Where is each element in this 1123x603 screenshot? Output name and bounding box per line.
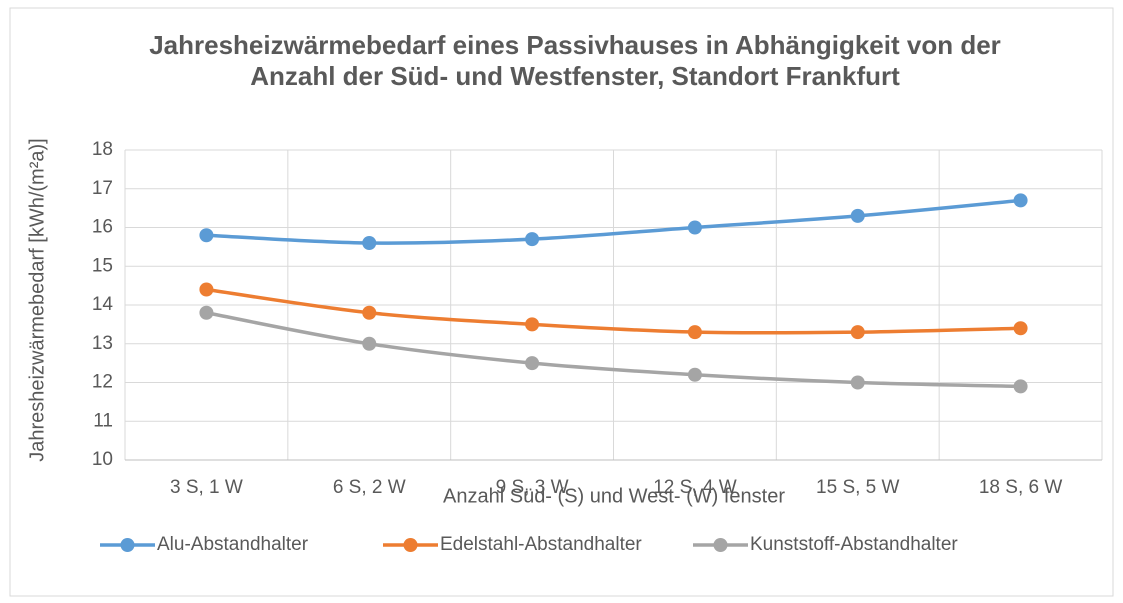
legend-marker — [713, 538, 728, 552]
series-line — [206, 287, 1021, 335]
chart-frame — [9, 7, 1114, 597]
y-tick-label: 10 — [92, 449, 113, 470]
legend-marker — [120, 538, 135, 552]
data-point — [525, 317, 540, 332]
y-tick-label: 13 — [92, 333, 113, 354]
y-tick-label: 11 — [93, 410, 113, 431]
data-point — [850, 375, 865, 390]
data-point — [1013, 379, 1028, 394]
x-tick-label: 6 S, 2 W — [333, 477, 406, 498]
data-point — [525, 232, 540, 247]
x-tick-label: 18 S, 6 W — [979, 477, 1062, 498]
data-point — [362, 236, 377, 250]
y-tick-label: 17 — [92, 178, 113, 199]
data-point — [525, 356, 540, 371]
series-line — [206, 198, 1021, 245]
y-tick-label: 12 — [92, 372, 113, 393]
y-tick-label: 14 — [92, 294, 114, 315]
legend-label: Kunststoff-Abstandhalter — [750, 534, 958, 555]
data-point — [1013, 321, 1028, 336]
legend-label: Edelstahl-Abstandhalter — [440, 534, 642, 555]
y-tick-label: 16 — [92, 217, 113, 238]
data-point — [687, 220, 702, 235]
y-axis-label: Jahresheizwärmebedarf [kWh/(m²a)] — [26, 138, 48, 461]
data-point — [362, 305, 377, 320]
x-tick-label: 3 S, 1 W — [170, 477, 243, 498]
x-tick-label: 15 S, 5 W — [816, 477, 899, 498]
data-point — [687, 367, 702, 382]
data-point — [850, 325, 865, 340]
legend-marker — [403, 538, 418, 552]
x-tick-label: 12 S, 4 W — [653, 477, 736, 498]
x-axis-label: Anzahl Süd- (S) und West- (W) fenster — [443, 485, 785, 507]
series-line — [206, 311, 1021, 389]
chart-title: Jahresheizwärmebedarf eines Passivhauses… — [149, 30, 1001, 91]
data-point — [362, 336, 377, 351]
y-tick-label: 15 — [92, 255, 113, 276]
y-tick-label: 18 — [92, 139, 113, 160]
data-point — [1013, 193, 1028, 208]
data-point — [199, 282, 214, 297]
data-point — [850, 208, 865, 223]
data-point — [199, 228, 214, 243]
legend-label: Alu-Abstandhalter — [157, 534, 309, 555]
data-point — [199, 305, 214, 320]
x-tick-label: 9 S, 3 W — [496, 477, 569, 498]
data-point — [687, 325, 702, 340]
